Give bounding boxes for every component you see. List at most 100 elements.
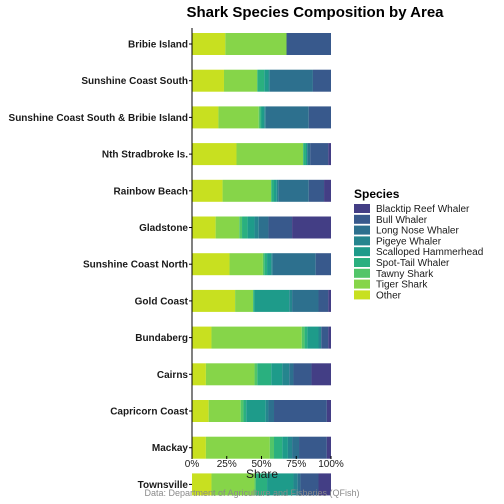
- bar-segment: [276, 179, 279, 202]
- bar-segment: [255, 473, 268, 496]
- bar-segment: [282, 436, 288, 459]
- legend-entry: Tiger Shark: [376, 280, 428, 291]
- bar-segment: [257, 363, 272, 386]
- bar-segment: [258, 106, 261, 129]
- bar-segment: [292, 289, 319, 312]
- x-tick-label: 25%: [217, 459, 237, 470]
- bar-segment: [278, 179, 309, 202]
- legend-swatch: [354, 236, 370, 246]
- bar-segment: [223, 69, 258, 92]
- bar-segment: [267, 253, 272, 276]
- bar-segment: [304, 326, 308, 349]
- bar-segment: [192, 106, 219, 129]
- bar-segment: [225, 33, 287, 55]
- bar-segment: [274, 400, 327, 422]
- bar-segment: [310, 143, 329, 166]
- bar-segment: [328, 326, 331, 349]
- bar-segment: [292, 436, 300, 459]
- bar-segment: [318, 289, 329, 312]
- x-axis-ticks: 0% 25% 50% 75% 100%: [185, 456, 344, 470]
- bar-segment: [192, 33, 226, 55]
- bar-segment: [328, 143, 331, 166]
- legend-swatch: [354, 268, 370, 278]
- bar-segment: [264, 69, 269, 92]
- bar-segment: [254, 473, 256, 496]
- x-tick-label: 50%: [251, 459, 271, 470]
- category-label: Gold Coast: [135, 296, 189, 307]
- category-label: Townsville: [138, 480, 189, 491]
- bar-segment: [192, 69, 224, 92]
- legend-swatch: [354, 204, 370, 213]
- bar-segment: [229, 253, 263, 276]
- bar-segment: [269, 69, 313, 92]
- legend-swatch: [354, 279, 370, 289]
- bar-segment: [258, 216, 269, 239]
- x-tick-label: 100%: [318, 459, 344, 470]
- category-label: Sunshine Coast South: [81, 76, 188, 87]
- legend-entry: Spot-Tail Whaler: [376, 258, 450, 269]
- bar-segment: [240, 400, 244, 422]
- bar-segment: [208, 400, 241, 422]
- bar-segment: [272, 253, 316, 276]
- category-label: Gladstone: [139, 223, 188, 234]
- bar-segment: [321, 326, 329, 349]
- bar-segment: [265, 106, 309, 129]
- bar-segment: [254, 289, 290, 312]
- bar-segment: [267, 473, 294, 496]
- bar-segment: [282, 363, 290, 386]
- bar-segment: [257, 69, 265, 92]
- bar-segment: [235, 289, 254, 312]
- bar-segment: [305, 143, 308, 166]
- bar-segment: [289, 289, 293, 312]
- bar-segment: [268, 69, 270, 92]
- bar-segment: [253, 289, 255, 312]
- bar-segment: [297, 473, 301, 496]
- bar-segment: [262, 253, 265, 276]
- legend-swatch: [354, 247, 370, 257]
- bar-segment: [222, 179, 272, 202]
- bar-segment: [192, 400, 209, 422]
- bar-segment: [301, 326, 305, 349]
- legend-swatch: [354, 214, 370, 224]
- bar-segment: [300, 473, 319, 496]
- bar-segment: [192, 363, 206, 386]
- category-label: Sunshine Coast North: [83, 260, 188, 271]
- category-label: Nth Stradbroke Is.: [102, 150, 188, 161]
- bar-segment: [318, 326, 322, 349]
- bar-segment: [254, 216, 259, 239]
- legend-swatch: [354, 225, 370, 235]
- bar-segment: [326, 436, 331, 459]
- category-label: Rainbow Beach: [114, 186, 188, 197]
- bar-segment: [192, 253, 230, 276]
- bar-segment: [308, 106, 331, 129]
- bar-segment: [218, 106, 259, 129]
- bar-segment: [192, 179, 223, 202]
- bar-segment: [315, 253, 331, 276]
- bar-segment: [326, 400, 331, 422]
- bar-segment: [311, 363, 331, 386]
- category-label: Bundaberg: [135, 333, 188, 344]
- bar-segment: [260, 106, 262, 129]
- legend-entry: Pigeye Whaler: [376, 236, 442, 247]
- bar-segment: [293, 473, 298, 496]
- bar-segment: [211, 326, 302, 349]
- bar-segment: [205, 436, 270, 459]
- legend-entry: Long Nose Whaler: [376, 226, 459, 237]
- legend-entry: Other: [376, 290, 402, 301]
- category-label: Capricorn Coast: [110, 407, 188, 418]
- bar-segment: [254, 363, 258, 386]
- category-labels: Bribie Island Sunshine Coast South Sunshin…: [9, 40, 192, 491]
- bar-segment: [312, 69, 331, 92]
- legend-entry: Tawny Shark: [376, 269, 434, 280]
- bar-segment: [268, 216, 293, 239]
- bar-segment: [299, 436, 327, 459]
- bar-segment: [246, 400, 266, 422]
- bar-segment: [192, 473, 212, 496]
- bar-segment: [236, 143, 304, 166]
- bar-segment: [292, 216, 331, 239]
- x-tick-label: 75%: [286, 459, 306, 470]
- bar-segment: [265, 400, 269, 422]
- bar-segment: [243, 400, 247, 422]
- bar-segment: [286, 33, 331, 55]
- category-label: Sunshine Coast South & Bribie Island: [9, 113, 188, 124]
